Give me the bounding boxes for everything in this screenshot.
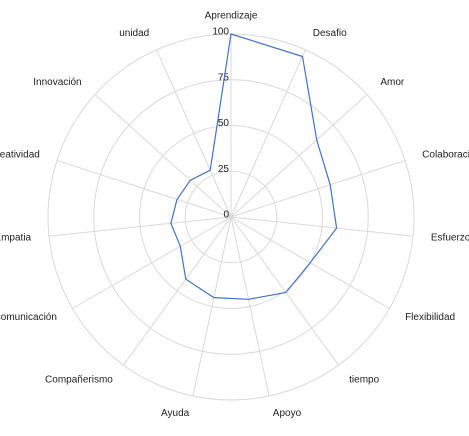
category-label: Esfuerzo <box>431 233 469 244</box>
category-label: Aprendizaje <box>205 11 258 22</box>
r-tick-label: 50 <box>218 118 230 129</box>
spoke <box>230 94 368 218</box>
spoke <box>94 94 232 218</box>
category-label: Empatia <box>0 233 32 244</box>
spoke <box>230 216 414 237</box>
category-label: Desafio <box>313 28 347 39</box>
category-label: Flexibilidad <box>405 312 455 323</box>
spoke <box>123 216 232 366</box>
r-tick-label: 100 <box>212 27 229 38</box>
spoke <box>230 49 306 218</box>
spoke <box>230 159 406 218</box>
category-label: Apoyo <box>273 408 302 419</box>
r-tick-label: 25 <box>218 164 230 175</box>
spoke <box>192 216 232 397</box>
spoke <box>230 216 270 397</box>
category-label: unidad <box>119 28 149 39</box>
category-label: Creatividad <box>0 150 40 161</box>
category-label: tiempo <box>349 374 379 385</box>
r-tick-label: 75 <box>218 72 230 83</box>
category-label: Amor <box>380 77 405 88</box>
category-label: Innovación <box>33 77 81 88</box>
category-label: comunicación <box>0 312 57 323</box>
r-tick-label: 0 <box>223 210 229 221</box>
spoke <box>230 216 339 366</box>
spoke <box>156 49 232 218</box>
radar-line <box>170 33 338 300</box>
spoke <box>72 216 232 309</box>
spoke <box>48 216 232 237</box>
category-label: Colaboracion <box>422 150 469 161</box>
spoke <box>56 159 232 218</box>
category-label: Compañerismo <box>45 374 113 385</box>
category-label: Ayuda <box>161 408 190 419</box>
